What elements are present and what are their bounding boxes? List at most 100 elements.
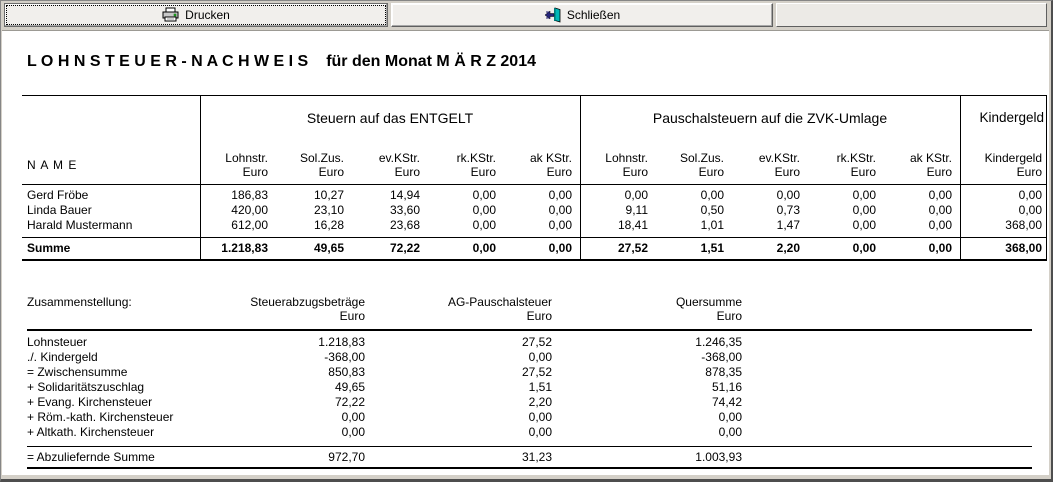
row-value: 0,73 — [776, 203, 800, 217]
column-header-label: Kindergeld — [984, 151, 1042, 165]
column-header-unit: Euro — [850, 165, 876, 179]
tax-table-body: Gerd Fröbe 186,83 10,27 14,94 0,00 0,00 0,00 0,… — [22, 185, 1047, 237]
summary-row-spacer — [742, 380, 1032, 395]
summary-row-value: 74,42 — [711, 395, 742, 409]
summary-row-spacer — [742, 350, 1032, 365]
summary-row-spacer — [742, 365, 1032, 380]
row-value: 0,00 — [548, 218, 572, 232]
summary-row-value: -368,00 — [324, 350, 365, 364]
column-header-unit: Euro — [242, 165, 268, 179]
summary-total-value: 31,23 — [521, 449, 552, 464]
column-header-unit: Euro — [622, 165, 648, 179]
row-name: Harald Mustermann — [27, 218, 133, 232]
group-header-zvk: Pauschalsteuern auf die ZVK-Umlage — [652, 110, 888, 126]
summary-col-unit: Euro — [526, 309, 552, 323]
column-header-unit: Euro — [470, 165, 496, 179]
row-value: 0,00 — [548, 203, 572, 217]
summary-total-value: 972,70 — [328, 449, 365, 464]
summary-col-label: Steuerabzugsbeträge — [250, 295, 365, 309]
summary-title: Zusammenstellung: — [27, 295, 132, 309]
summary-row-label: + Altkath. Kirchensteuer — [27, 425, 155, 439]
column-header: rk.KStr. Euro — [808, 151, 884, 179]
total-value: 0,00 — [548, 241, 572, 255]
summary-row-value: 51,16 — [711, 380, 742, 394]
close-button[interactable]: Schließen — [391, 3, 773, 27]
column-header-unit: Euro — [318, 165, 344, 179]
tax-table-group-row: Steuern auf das ENTGELT Pauschalsteuern … — [22, 96, 1047, 126]
total-value: 1,51 — [700, 241, 724, 255]
column-header: ev.KStr. Euro — [732, 151, 808, 179]
summary-col-unit: Euro — [716, 309, 742, 323]
column-header-label: Sol.Zus. — [299, 151, 344, 165]
row-value: 0,00 — [472, 203, 496, 217]
column-header-label: ak KStr. — [909, 151, 952, 165]
summary-row-value: 1.218,83 — [318, 335, 365, 349]
column-header-label: rk.KStr. — [456, 151, 496, 165]
total-value: 0,00 — [472, 241, 496, 255]
exit-door-icon — [544, 7, 561, 23]
group-spacer — [22, 110, 200, 126]
column-header-unit: Euro — [546, 165, 572, 179]
page-title: L O H N S T E U E R - N A C H W E I S für… — [27, 53, 1049, 71]
print-button[interactable]: Drucken — [4, 3, 388, 27]
row-name: Gerd Fröbe — [27, 188, 89, 202]
tax-table-header: Steuern auf das ENTGELT Pauschalsteuern … — [22, 95, 1047, 185]
row-value: 0,00 — [548, 188, 572, 202]
total-value: 368,00 — [1005, 241, 1042, 255]
row-value: 0,00 — [928, 218, 952, 232]
row-value: 0,00 — [700, 188, 724, 202]
column-header-unit: Euro — [926, 165, 952, 179]
column-header-label: ev.KStr. — [378, 151, 420, 165]
tax-table: Steuern auf das ENTGELT Pauschalsteuern … — [22, 95, 1047, 261]
total-label: Summe — [27, 241, 71, 255]
row-value: 23,68 — [389, 218, 420, 232]
summary-row-spacer — [742, 410, 1032, 425]
column-header-label: Sol.Zus. — [679, 151, 724, 165]
column-header: rk.KStr. Euro — [428, 151, 504, 179]
row-value: 0,00 — [928, 203, 952, 217]
table-row: Linda Bauer 420,00 23,10 33,60 0,00 0,00 9,11 0… — [22, 203, 1047, 218]
column-header-label: ev.KStr. — [758, 151, 800, 165]
summary-row: + Solidaritätszuschlag 49,65 1,51 51,16 — [27, 380, 1032, 395]
summary-body: Lohnsteuer 1.218,83 27,52 1.246,35 ./. Kinde… — [27, 331, 1032, 446]
summary-row: + Evang. Kirchensteuer 72,22 2,20 74,42 — [27, 395, 1032, 410]
summary-header: Zusammenstellung: Steuerabzugsbeträge Eu… — [27, 295, 1032, 331]
summary-total-value: 1.003,93 — [695, 449, 742, 464]
summary-row: + Röm.-kath. Kirchensteuer 0,00 0,00 0,00 — [27, 410, 1032, 425]
column-header: Lohnstr. Euro — [200, 151, 276, 179]
report-window-inner: Drucken Schließen L O H N — [2, 1, 1049, 475]
column-header: ak KStr. Euro — [884, 151, 960, 179]
column-header-label: ak KStr. — [529, 151, 572, 165]
summary-row-value: 72,22 — [334, 395, 365, 409]
summary-row-spacer — [742, 335, 1032, 350]
close-button-label: Schließen — [566, 8, 621, 22]
row-value: 0,00 — [1018, 188, 1042, 202]
row-value: 0,50 — [700, 203, 724, 217]
total-value: 27,52 — [617, 241, 648, 255]
row-value: 0,00 — [852, 203, 876, 217]
summary-table: Zusammenstellung: Steuerabzugsbeträge Eu… — [27, 295, 1032, 469]
column-header-unit: Euro — [394, 165, 420, 179]
row-value: 368,00 — [1005, 218, 1042, 232]
summary-col-header: AG-Pauschalsteuer Euro — [365, 295, 552, 323]
printer-icon — [162, 7, 179, 23]
summary-row-label: Lohnsteuer — [27, 335, 88, 349]
summary-row-value: 27,52 — [521, 365, 552, 379]
total-value: 49,65 — [313, 241, 344, 255]
row-value: 18,41 — [617, 218, 648, 232]
table-divider — [1046, 95, 1047, 261]
row-value: 10,27 — [313, 188, 344, 202]
name-column-header: N A M E — [27, 158, 78, 172]
summary-row-label: = Zwischensumme — [27, 365, 128, 379]
row-value: 420,00 — [231, 203, 268, 217]
row-value: 0,00 — [852, 188, 876, 202]
summary-col-spacer — [742, 295, 1032, 323]
column-header: Sol.Zus. Euro — [656, 151, 732, 179]
row-value: 16,28 — [313, 218, 344, 232]
summary-row-label: + Röm.-kath. Kirchensteuer — [27, 410, 174, 424]
row-name: Linda Bauer — [27, 203, 92, 217]
summary-row-value: 850,83 — [328, 365, 365, 379]
column-header: Sol.Zus. Euro — [276, 151, 352, 179]
row-value: 9,11 — [625, 203, 648, 217]
row-value: 0,00 — [472, 188, 496, 202]
